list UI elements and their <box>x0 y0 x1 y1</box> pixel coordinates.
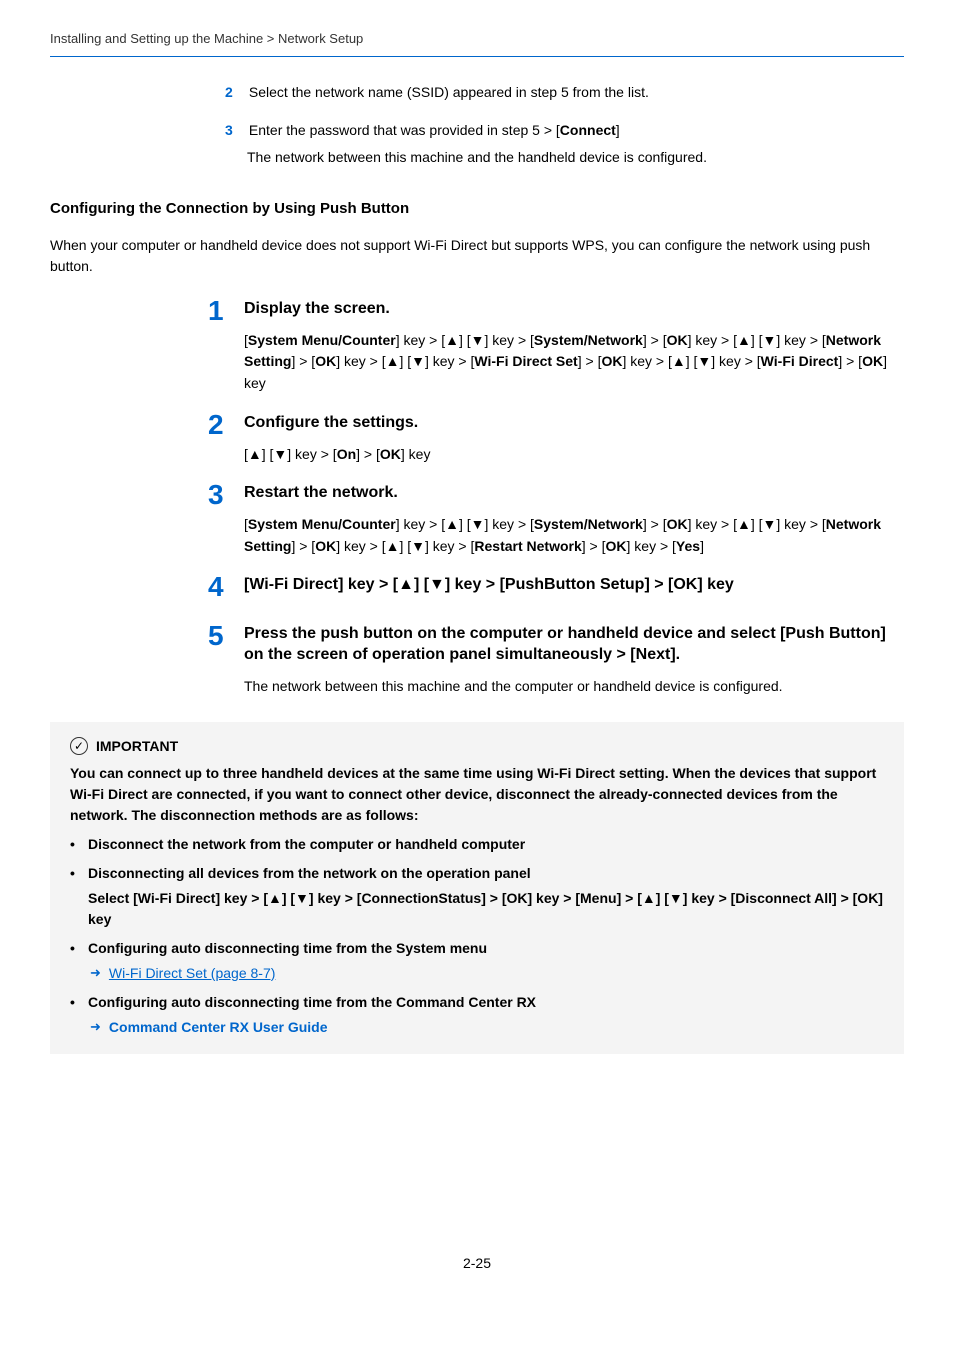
important-body: You can connect up to three handheld dev… <box>70 763 884 826</box>
arrow-right-icon: ➜ <box>90 1017 101 1037</box>
step-title: Display the screen. <box>244 299 904 320</box>
step-title: Press the push button on the computer or… <box>244 624 904 666</box>
step-title: Configure the settings. <box>244 413 904 434</box>
bullet-icon: • <box>70 992 88 1013</box>
step-number: 2 <box>208 411 236 465</box>
step-number: 1 <box>208 297 236 395</box>
breadcrumb: Installing and Setting up the Machine > … <box>50 30 904 57</box>
wifi-direct-set-link[interactable]: Wi-Fi Direct Set (page 8-7) <box>109 963 275 984</box>
step-number: 3 <box>208 481 236 557</box>
step-title: Restart the network. <box>244 483 904 504</box>
section-heading: Configuring the Connection by Using Push… <box>50 198 904 219</box>
arrow-right-icon: ➜ <box>90 963 101 983</box>
bullet-subtext: Select [Wi-Fi Direct] key > [▲] [▼] key … <box>88 888 884 930</box>
step-number: 5 <box>208 622 236 697</box>
step-3: 3 Restart the network. [System Menu/Coun… <box>208 483 904 557</box>
substep-num: 3 <box>225 121 245 141</box>
reference-link-row: ➜ Command Center RX User Guide <box>90 1017 884 1038</box>
step-2: 2 Configure the settings. [▲] [▼] key > … <box>208 413 904 465</box>
substep-list: 2 Select the network name (SSID) appeare… <box>225 83 904 168</box>
important-box: ✓ IMPORTANT You can connect up to three … <box>50 722 904 1054</box>
check-circle-icon: ✓ <box>70 737 88 755</box>
bullet-text: Disconnecting all devices from the netwo… <box>88 863 884 884</box>
substep-3: 3 Enter the password that was provided i… <box>225 121 904 168</box>
bullet-icon: • <box>70 834 88 855</box>
bullet-text: Configuring auto disconnecting time from… <box>88 992 884 1013</box>
important-label: IMPORTANT <box>96 736 178 757</box>
reference-link-row: ➜ Wi-Fi Direct Set (page 8-7) <box>90 963 884 984</box>
important-bullet-3: • Configuring auto disconnecting time fr… <box>70 938 884 959</box>
important-bullet-1: • Disconnect the network from the comput… <box>70 834 884 855</box>
important-bullet-4: • Configuring auto disconnecting time fr… <box>70 992 884 1013</box>
step-5: 5 Press the push button on the computer … <box>208 624 904 697</box>
substep-text: Enter the password that was provided in … <box>249 122 620 138</box>
page-number: 2-25 <box>50 1254 904 1274</box>
section-intro: When your computer or handheld device do… <box>50 235 904 277</box>
bullet-text: Configuring auto disconnecting time from… <box>88 938 884 959</box>
step-4: 4 [Wi-Fi Direct] key > [▲] [▼] key > [Pu… <box>208 575 904 606</box>
step-number: 4 <box>208 573 236 606</box>
substep-note: The network between this machine and the… <box>247 148 904 168</box>
bullet-icon: • <box>70 938 88 959</box>
command-center-guide-ref: Command Center RX User Guide <box>109 1017 328 1038</box>
bullet-icon: • <box>70 863 88 884</box>
substep-num: 2 <box>225 83 245 103</box>
step-body: [System Menu/Counter] key > [▲] [▼] key … <box>244 330 904 395</box>
substep-text: Select the network name (SSID) appeared … <box>249 84 649 100</box>
step-body: The network between this machine and the… <box>244 676 904 698</box>
bullet-text: Disconnect the network from the computer… <box>88 834 884 855</box>
step-body: [System Menu/Counter] key > [▲] [▼] key … <box>244 514 904 557</box>
step-1: 1 Display the screen. [System Menu/Count… <box>208 299 904 395</box>
substep-2: 2 Select the network name (SSID) appeare… <box>225 83 904 103</box>
important-header: ✓ IMPORTANT <box>70 736 884 757</box>
important-bullet-2: • Disconnecting all devices from the net… <box>70 863 884 884</box>
step-body: [▲] [▼] key > [On] > [OK] key <box>244 444 904 466</box>
step-title: [Wi-Fi Direct] key > [▲] [▼] key > [Push… <box>244 575 904 596</box>
